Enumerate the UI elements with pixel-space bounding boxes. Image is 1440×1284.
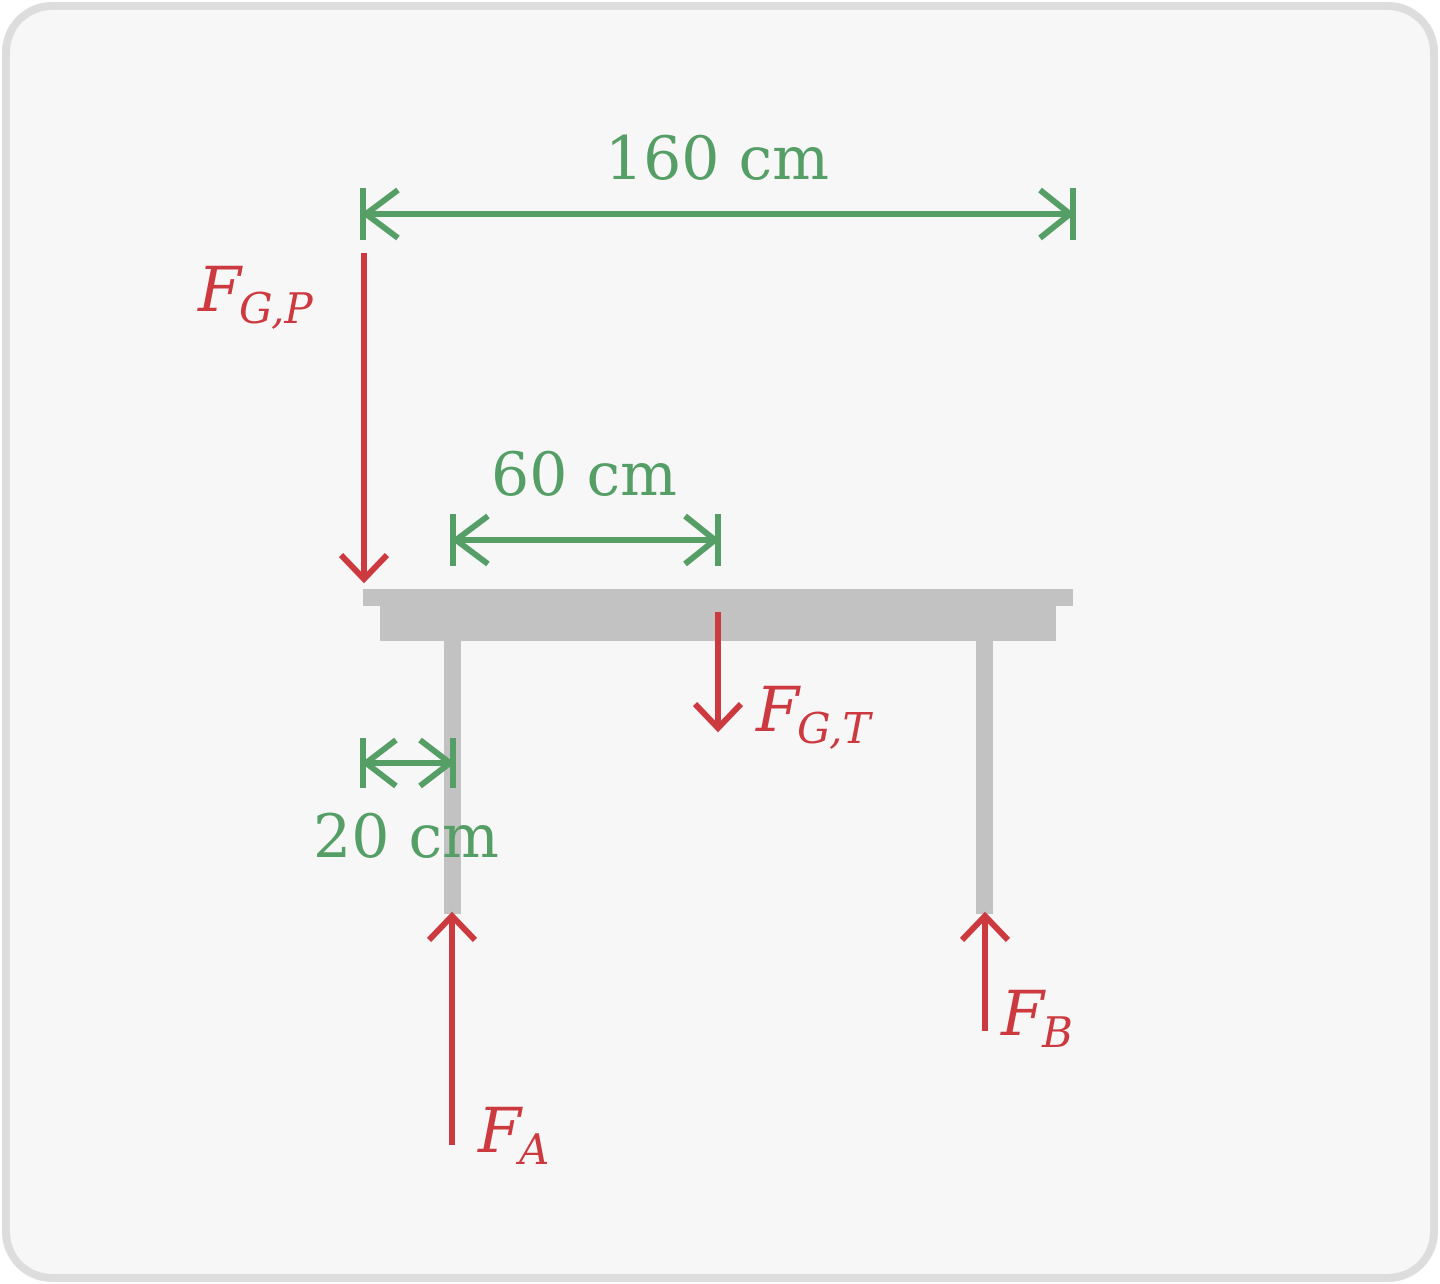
- arrow-support-a: [426, 911, 478, 1145]
- dimension-leg-offset: [360, 737, 456, 789]
- dimension-label-total-length: 160 cm: [605, 124, 829, 194]
- dimension-total-length: [360, 187, 1076, 241]
- label-table-weight: FG,T: [755, 673, 873, 753]
- arrow-support-b: [959, 911, 1011, 1031]
- label-support-a: FA: [477, 1094, 549, 1174]
- dimension-label-center-of-mass: 60 cm: [491, 440, 677, 510]
- label-support-b: FB: [1000, 977, 1073, 1057]
- label-person-weight: FG,P: [197, 253, 313, 333]
- arrow-person-weight: [338, 253, 390, 584]
- arrow-table-weight: [692, 612, 744, 733]
- table-top: [363, 589, 1073, 606]
- table-leg-b: [976, 640, 993, 914]
- dimension-center-of-mass: [450, 513, 721, 567]
- dimension-label-leg-offset: 20 cm: [313, 802, 499, 872]
